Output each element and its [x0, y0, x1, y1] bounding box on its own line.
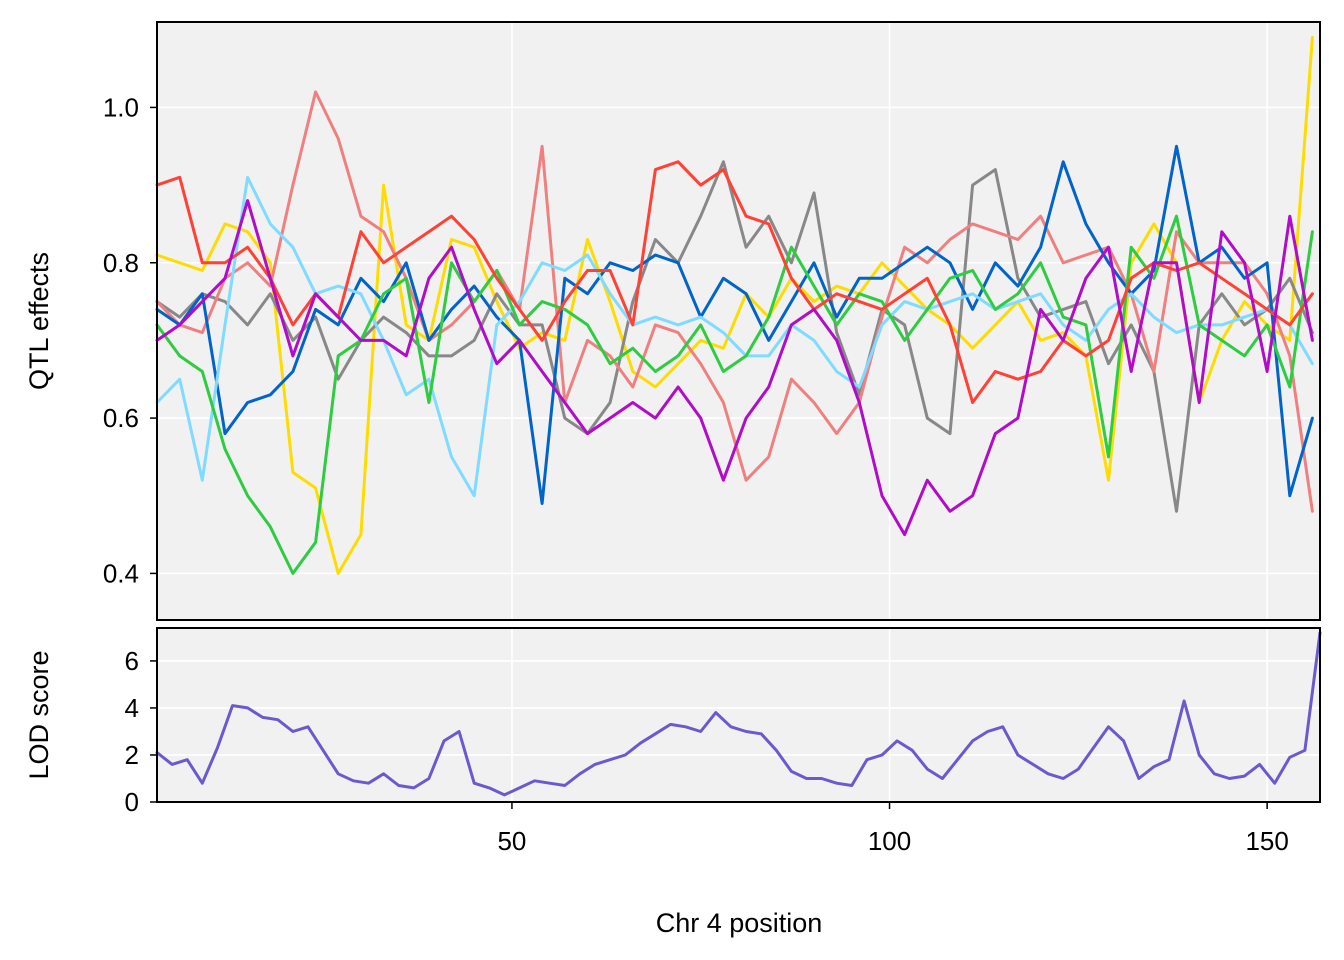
x-axis-title: Chr 4 position	[656, 908, 823, 938]
x-tick-label-1: 100	[868, 826, 911, 856]
lod-frame	[156, 627, 1321, 803]
qtl-effects-y-axis-title: QTL effects	[24, 252, 54, 390]
x-ticks: 50 100 150	[497, 802, 1289, 856]
qtl-effects-y-tick-label-3: 1.0	[103, 92, 139, 122]
lod-y-tick-label-1: 2	[125, 740, 139, 770]
qtl-effects-series-line-7	[155, 199, 1314, 537]
lod-plot-area	[157, 628, 1320, 802]
qtl-effects-panel: 0.4 0.6 0.8 1.0 QTL effects	[24, 21, 1321, 621]
qtl-effects-series-group	[155, 36, 1314, 575]
x-tick-label-0: 50	[497, 826, 526, 856]
qtl-effects-series-line-0	[155, 36, 1314, 575]
lod-series-group	[155, 631, 1322, 797]
qtl-effects-y-tick-label-2: 0.8	[103, 248, 139, 278]
qtl-effects-y-tick-label-0: 0.4	[103, 558, 139, 588]
qtl-effects-grid	[157, 22, 1320, 620]
lod-series-line-0	[155, 631, 1322, 797]
lod-y-axis-title: LOD score	[24, 650, 54, 779]
qtl-effects-y-ticks: 0.4 0.6 0.8 1.0	[103, 92, 157, 588]
qtl-effects-series-line-2	[155, 90, 1314, 513]
lod-panel: 0 2 4 6 50 100 150 LOD score Chr 4 position	[24, 627, 1322, 938]
lod-y-tick-label-2: 4	[125, 693, 139, 723]
lod-y-ticks: 0 2 4 6	[125, 646, 157, 817]
qtl-effects-series-line-5	[155, 214, 1314, 575]
qtl-effects-y-tick-label-1: 0.6	[103, 403, 139, 433]
qtl-effects-series-line-3	[155, 144, 1314, 505]
x-tick-label-2: 150	[1245, 826, 1288, 856]
lod-y-tick-label-0: 0	[125, 787, 139, 817]
lod-y-tick-label-3: 6	[125, 646, 139, 676]
qtl-effects-frame	[156, 21, 1321, 621]
